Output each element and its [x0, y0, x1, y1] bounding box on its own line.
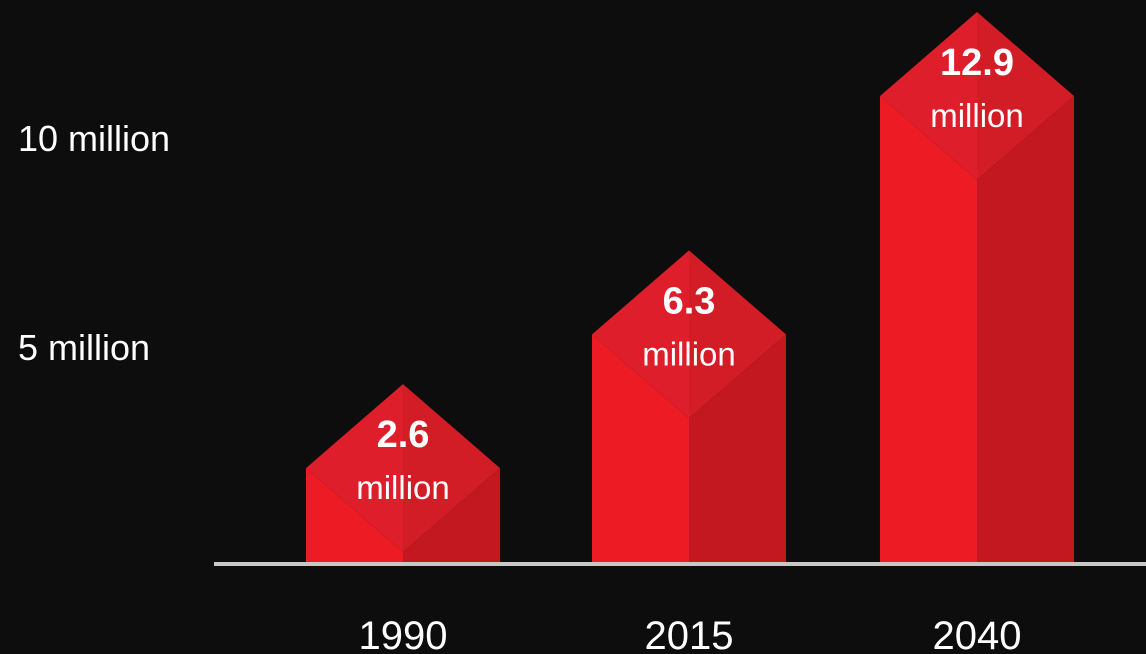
bar-roof-left: [880, 12, 977, 180]
bar-roof-left: [306, 384, 403, 553]
bar-2040: [880, 12, 1074, 562]
bar-front-face: [880, 96, 977, 562]
bar-front-face: [306, 468, 403, 562]
bar-side-face: [977, 96, 1074, 562]
y-tick-labels: 5 million 10 million: [18, 118, 170, 368]
y-tick-label: 5 million: [18, 327, 150, 368]
data-label-value: 6.3: [663, 280, 716, 322]
bar-roof-right: [689, 250, 786, 419]
data-label-value: 2.6: [377, 414, 430, 456]
bar-1990: [306, 384, 500, 562]
bar-side-face: [403, 468, 500, 562]
y-tick-label: 10 million: [18, 118, 170, 159]
bar-side-face: [689, 334, 786, 562]
bar-2015: [592, 250, 786, 562]
bars-group: [306, 12, 1074, 562]
x-tick-label: 1990: [359, 614, 448, 654]
bar-roof-right: [403, 384, 500, 553]
data-label-value: 12.9: [940, 42, 1014, 84]
data-labels: 2.6 million 6.3 million 12.9 million: [356, 42, 1024, 506]
x-tick-label: 2015: [645, 614, 734, 654]
bar-roof-right: [977, 12, 1074, 180]
x-tick-label: 2040: [933, 614, 1022, 654]
data-label-unit: million: [642, 335, 736, 372]
data-label-unit: million: [356, 469, 450, 506]
data-label-unit: million: [930, 97, 1024, 134]
x-tick-labels: 1990 2015 2040: [359, 614, 1022, 654]
bar-roof-left: [592, 250, 689, 419]
bar-front-face: [592, 334, 689, 562]
